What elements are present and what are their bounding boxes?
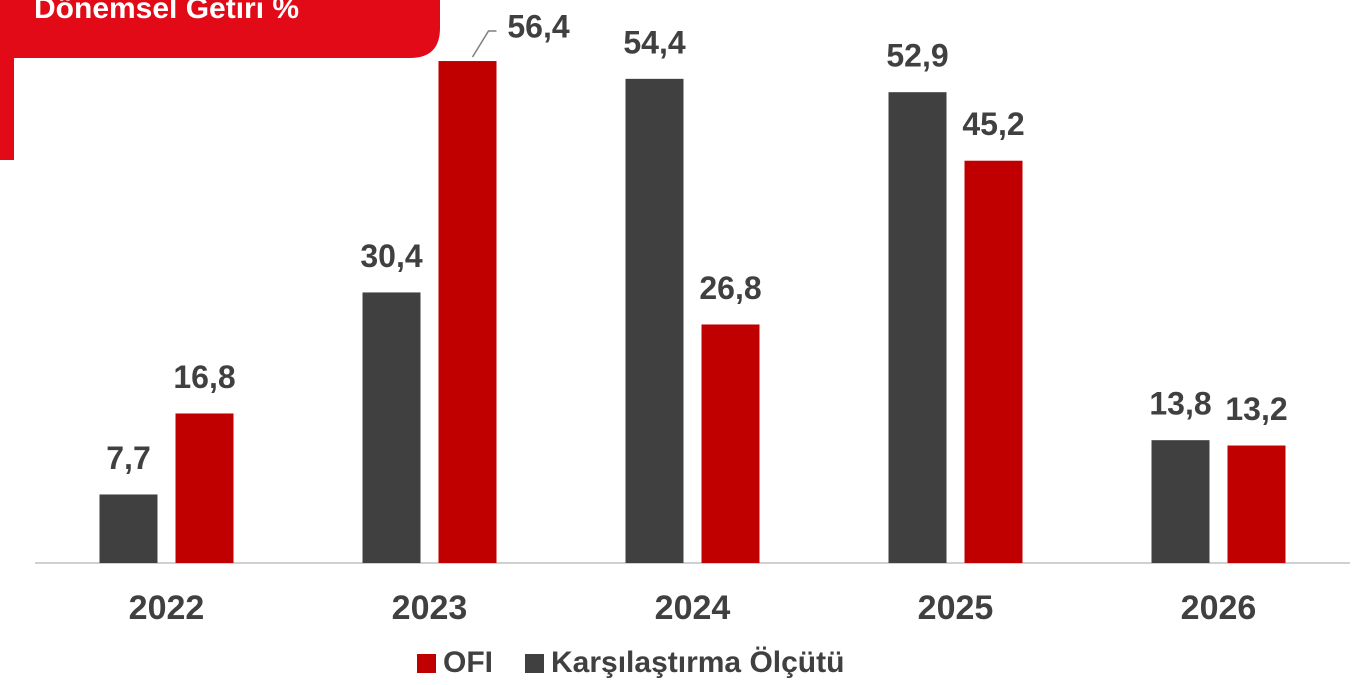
x-tick-label: 2025 — [918, 589, 994, 627]
bar — [964, 160, 1023, 563]
legend-label: OFI — [443, 646, 493, 679]
value-label: 30,4 — [360, 238, 422, 274]
chart-title: Dönemsel Getiri % — [34, 0, 299, 25]
value-label: 16,8 — [173, 359, 235, 395]
bar — [1227, 445, 1286, 563]
x-tick-label: 2022 — [129, 589, 205, 627]
value-label: 54,4 — [623, 24, 685, 60]
value-label: 52,9 — [886, 38, 948, 74]
legend-swatch — [417, 654, 436, 673]
value-label: 13,2 — [1225, 391, 1287, 427]
x-tick-label: 2026 — [1181, 589, 1257, 627]
legend-swatch — [525, 654, 544, 673]
bar — [701, 324, 760, 563]
bar — [888, 92, 947, 563]
value-label: 45,2 — [962, 106, 1024, 142]
bar — [175, 413, 234, 563]
bar — [1151, 440, 1210, 563]
bar — [99, 494, 158, 563]
title-box — [0, 0, 440, 58]
x-tick-label: 2023 — [392, 589, 468, 627]
value-label: 56,4 — [507, 8, 569, 44]
bar — [362, 292, 421, 563]
bar — [625, 78, 684, 563]
value-label: 7,7 — [106, 440, 150, 476]
leader-line — [471, 30, 497, 58]
legend-label: Karşılaştırma Ölçütü — [551, 646, 844, 679]
bar — [438, 61, 497, 563]
value-label: 26,8 — [699, 270, 761, 306]
x-tick-label: 2024 — [655, 589, 731, 627]
value-label: 13,8 — [1149, 386, 1211, 422]
